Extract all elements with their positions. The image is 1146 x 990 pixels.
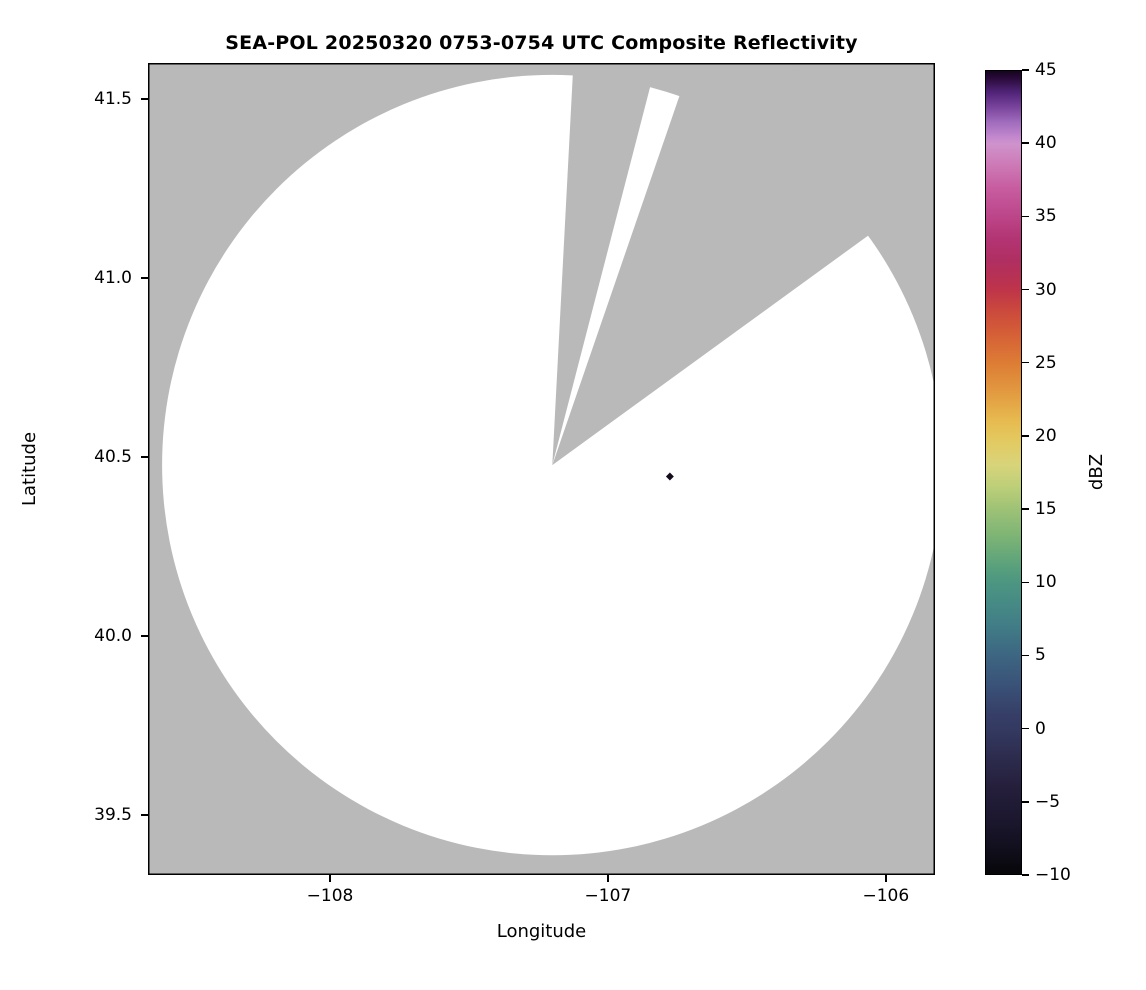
colorbar-tick-label: 45 — [1035, 60, 1057, 80]
colorbar-tick-label: −5 — [1035, 791, 1061, 812]
colorbar-tick-mark — [1022, 801, 1029, 803]
y-tick-label: 41.0 — [94, 267, 132, 288]
x-tick-mark — [607, 875, 609, 882]
y-axis-label: Latitude — [19, 431, 40, 507]
x-tick-label: −106 — [862, 886, 910, 906]
colorbar-tick-mark — [1022, 727, 1029, 730]
y-tick-label: 40.5 — [94, 446, 132, 467]
blocked-sector — [552, 63, 935, 466]
colorbar-gradient — [985, 70, 1022, 875]
colorbar-tick-label: 0 — [1035, 718, 1046, 739]
colorbar-tick-label: 35 — [1035, 206, 1057, 227]
x-axis-label: Longitude — [496, 921, 587, 942]
y-tick-mark — [141, 277, 148, 279]
colorbar-tick-label: 20 — [1035, 425, 1057, 446]
plot-title: SEA-POL 20250320 0753-0754 UTC Composite… — [225, 32, 858, 54]
x-tick-label: −107 — [584, 886, 632, 906]
colorbar-tick-mark — [1022, 654, 1029, 657]
colorbar: dBZ 45 40 35 30 25 20 15 10 5 0 −5 −10 — [985, 60, 1107, 885]
y-tick-mark — [141, 635, 148, 637]
colorbar-tick-mark — [1022, 142, 1029, 144]
colorbar-tick-label: 40 — [1035, 133, 1057, 154]
colorbar-tick-mark — [1022, 508, 1029, 510]
plot-area: Longitude Latitude −108 −107 −106 41.5 41.0 4… — [19, 63, 935, 942]
colorbar-tick-label: 25 — [1035, 352, 1057, 373]
colorbar-tick-label: 10 — [1035, 572, 1057, 593]
colorbar-tick-label: 30 — [1035, 279, 1057, 300]
radar-reflectivity-plot — [148, 63, 935, 875]
x-tick-label: −108 — [306, 886, 354, 906]
y-tick-mark — [141, 814, 148, 816]
x-tick-mark — [329, 875, 331, 882]
colorbar-tick-mark — [1022, 435, 1029, 437]
y-tick-label: 41.5 — [94, 88, 132, 109]
x-tick-mark — [885, 875, 887, 882]
colorbar-tick-label: −10 — [1035, 865, 1071, 885]
colorbar-tick-mark — [1022, 874, 1029, 876]
colorbar-tick-mark — [1022, 69, 1029, 71]
colorbar-tick-label: 5 — [1035, 645, 1046, 666]
colorbar-tick-label: 15 — [1035, 499, 1057, 520]
colorbar-label: dBZ — [1086, 453, 1107, 491]
colorbar-tick-mark — [1022, 215, 1029, 218]
colorbar-tick-mark — [1022, 581, 1029, 584]
colorbar-tick-mark — [1022, 361, 1029, 364]
y-tick-mark — [141, 98, 148, 100]
blocked-sector — [552, 63, 657, 466]
colorbar-tick-mark — [1022, 288, 1029, 291]
y-tick-label: 39.5 — [94, 804, 132, 825]
y-tick-mark — [141, 456, 148, 458]
radar-echo — [665, 472, 674, 481]
y-tick-label: 40.0 — [94, 625, 132, 646]
axes-frame — [148, 63, 935, 875]
